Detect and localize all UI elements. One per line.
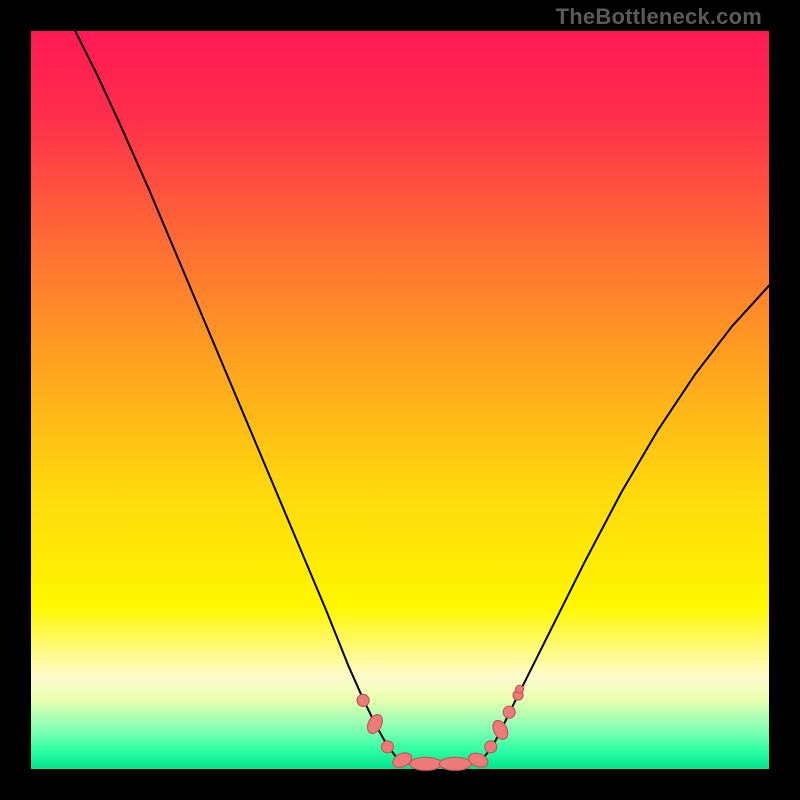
marker-group xyxy=(357,685,523,770)
marker-dot xyxy=(503,706,515,718)
marker-dot xyxy=(516,685,524,693)
bottleneck-curve xyxy=(75,31,769,765)
marker-dot xyxy=(364,712,385,736)
marker-dot xyxy=(381,741,393,753)
chart-svg xyxy=(0,0,800,800)
watermark-text: TheBottleneck.com xyxy=(556,4,762,30)
marker-dot xyxy=(490,718,511,742)
marker-dot xyxy=(410,757,442,770)
marker-dot xyxy=(485,741,497,753)
marker-dot xyxy=(357,694,369,706)
marker-dot xyxy=(439,757,471,770)
